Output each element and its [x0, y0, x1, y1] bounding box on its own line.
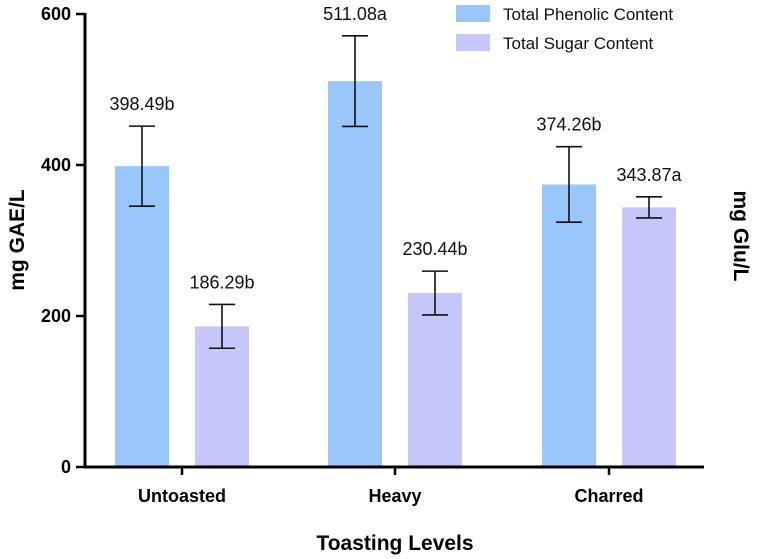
legend-label-phenolic: Total Phenolic Content	[503, 5, 673, 24]
y-tick-label-400: 400	[41, 155, 71, 175]
legend-swatch-phenolic	[456, 5, 490, 22]
x-ticks-layer: Untoasted Heavy Charred	[138, 467, 644, 506]
bars-layer	[115, 81, 676, 468]
y-tick-label-0: 0	[61, 457, 71, 477]
bar-phenolic-heavy	[328, 81, 382, 468]
y-axis-title: mg GAE/L	[6, 189, 29, 291]
x-tick-label-untoasted: Untoasted	[138, 486, 226, 506]
bar-sugar-heavy	[408, 293, 462, 467]
x-tick-label-heavy: Heavy	[368, 486, 421, 506]
y-tick-label-600: 600	[41, 4, 71, 24]
error-bars-layer	[129, 35, 662, 350]
data-label-sugar-charred: 343.87a	[616, 165, 682, 185]
y-tick-label-200: 200	[41, 306, 71, 326]
data-label-phenolic-untoasted: 398.49b	[109, 94, 174, 114]
bar-phenolic-charred	[542, 184, 596, 467]
bar-phenolic-untoasted	[115, 166, 169, 467]
bar-sugar-charred	[622, 207, 676, 467]
data-label-phenolic-charred: 374.26b	[536, 115, 601, 135]
data-label-sugar-heavy: 230.44b	[402, 239, 467, 259]
data-label-sugar-untoasted: 186.29b	[189, 272, 254, 292]
legend-label-sugar: Total Sugar Content	[503, 34, 654, 53]
data-labels-layer: 398.49b 186.29b 511.08a 230.44b 374.26b 343.8…	[109, 4, 682, 293]
x-axis-title: Toasting Levels	[316, 532, 473, 555]
legend: Total Phenolic Content Total Sugar Conte…	[456, 5, 673, 53]
data-label-phenolic-heavy: 511.08a	[323, 4, 388, 24]
x-tick-label-charred: Charred	[574, 486, 643, 506]
y-axis-right-title: mg Glu/L	[729, 191, 752, 282]
bar-sugar-untoasted	[195, 326, 249, 467]
y-ticks-layer: 0 200 400 600	[41, 4, 85, 477]
legend-swatch-sugar	[456, 34, 490, 51]
